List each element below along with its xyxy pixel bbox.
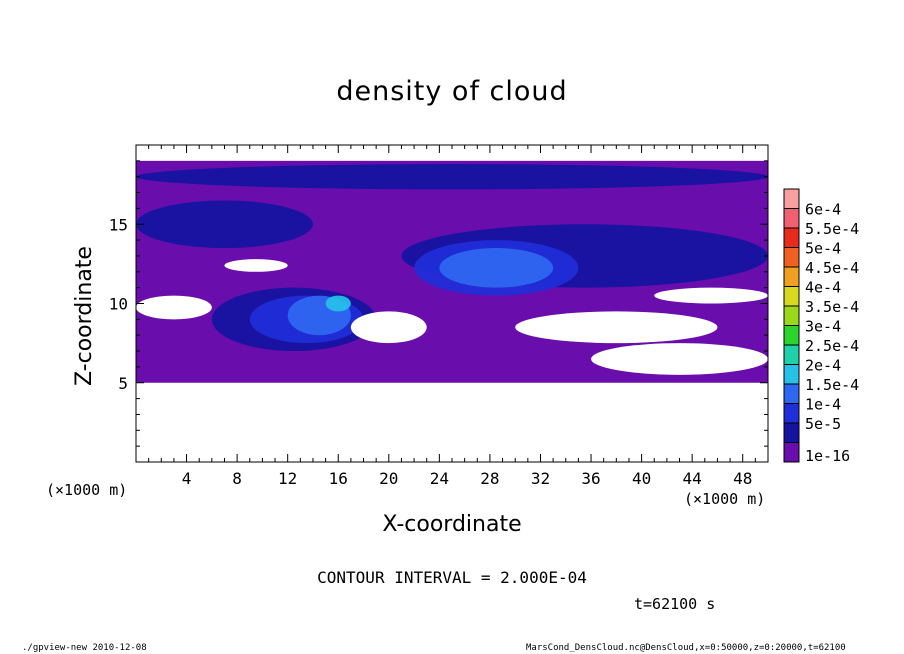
footer-program-date: ./gpview-new 2010-12-08 xyxy=(22,643,147,653)
colorbar-band-7 xyxy=(784,306,799,326)
colorbar-label-0: 1e-16 xyxy=(805,447,850,465)
colorbar-label-7: 3.5e-4 xyxy=(805,298,859,316)
colorbar-label-6: 3e-4 xyxy=(805,318,841,336)
no-cloud-gap-4 xyxy=(224,259,288,272)
x-tick-label-24: 24 xyxy=(430,469,449,488)
x-tick-label-20: 20 xyxy=(379,469,398,488)
colorbar-label-2: 1e-4 xyxy=(805,396,841,414)
y-tick-label-10: 10 xyxy=(109,295,128,314)
colorbar-label-1: 5e-5 xyxy=(805,415,841,433)
colorbar-label-5: 2.5e-4 xyxy=(805,337,859,355)
colorbar-band-11 xyxy=(784,228,799,248)
colorbar-band-9 xyxy=(784,267,799,287)
colorbar-label-9: 4.5e-4 xyxy=(805,259,859,277)
colorbar-band-2 xyxy=(784,403,799,423)
x-tick-label-4: 4 xyxy=(182,469,192,488)
x-tick-label-28: 28 xyxy=(480,469,499,488)
x-tick-label-32: 32 xyxy=(531,469,550,488)
x-tick-label-16: 16 xyxy=(329,469,348,488)
no-cloud-gap-0 xyxy=(136,295,212,320)
colorbar-label-10: 5e-4 xyxy=(805,240,841,258)
y-tick-label-15: 15 xyxy=(109,215,128,234)
y-tick-label-5: 5 xyxy=(118,374,128,393)
colorbar-label-4: 2e-4 xyxy=(805,357,841,375)
x-tick-label-48: 48 xyxy=(733,469,752,488)
x-axis-label: X-coordinate xyxy=(382,512,522,537)
cloud-feature-0 xyxy=(136,164,768,190)
x-tick-label-44: 44 xyxy=(683,469,702,488)
no-cloud-gap-2 xyxy=(515,311,718,344)
colorbar-band-5 xyxy=(784,345,799,365)
x-tick-label-36: 36 xyxy=(581,469,600,488)
colorbar-label-11: 5.5e-4 xyxy=(805,220,859,238)
x-unit-label-left: (×1000 m) xyxy=(46,481,128,499)
cloud-feature-3 xyxy=(136,200,313,249)
contour-interval-note: CONTOUR INTERVAL = 2.000E-04 xyxy=(317,568,587,587)
density-field xyxy=(136,160,769,383)
colorbar-band-10 xyxy=(784,247,799,267)
colorbar-band-0 xyxy=(784,442,799,462)
x-axis: 4 8 12 16 20 24 28 32 36 40 44 48 xyxy=(148,145,756,488)
colorbar-label-12: 6e-4 xyxy=(805,201,841,219)
x-tick-label-12: 12 xyxy=(278,469,297,488)
no-cloud-gap-5 xyxy=(654,287,768,304)
no-cloud-gap-3 xyxy=(591,343,769,375)
x-tick-label-40: 40 xyxy=(632,469,651,488)
colorbar: 1e-165e-51e-41.5e-42e-42.5e-43e-43.5e-44… xyxy=(783,188,859,465)
colorbar-band-3 xyxy=(784,384,799,404)
cloud-feature-6 xyxy=(439,248,554,288)
colorbar-band-4 xyxy=(784,364,799,384)
colorbar-label-8: 4e-4 xyxy=(805,279,841,297)
x-tick-label-8: 8 xyxy=(232,469,242,488)
colorbar-band-1 xyxy=(784,423,799,443)
y-axis-label: Z-coordinate xyxy=(72,246,97,386)
colorbar-band-13 xyxy=(784,189,799,209)
y-axis: 5 10 15 xyxy=(109,160,768,447)
cloud-feature-8 xyxy=(325,295,351,312)
x-unit-label-right: (×1000 m) xyxy=(684,490,766,508)
colorbar-band-12 xyxy=(784,208,799,228)
footer-source-file: MarsCond_DensCloud.nc@DensCloud,x=0:5000… xyxy=(526,643,846,653)
chart-title: density of cloud xyxy=(336,76,568,107)
no-cloud-gap-1 xyxy=(350,311,427,344)
colorbar-band-8 xyxy=(784,286,799,306)
time-stamp: t=62100 s xyxy=(634,595,716,613)
colorbar-band-6 xyxy=(784,325,799,345)
colorbar-label-3: 1.5e-4 xyxy=(805,376,859,394)
